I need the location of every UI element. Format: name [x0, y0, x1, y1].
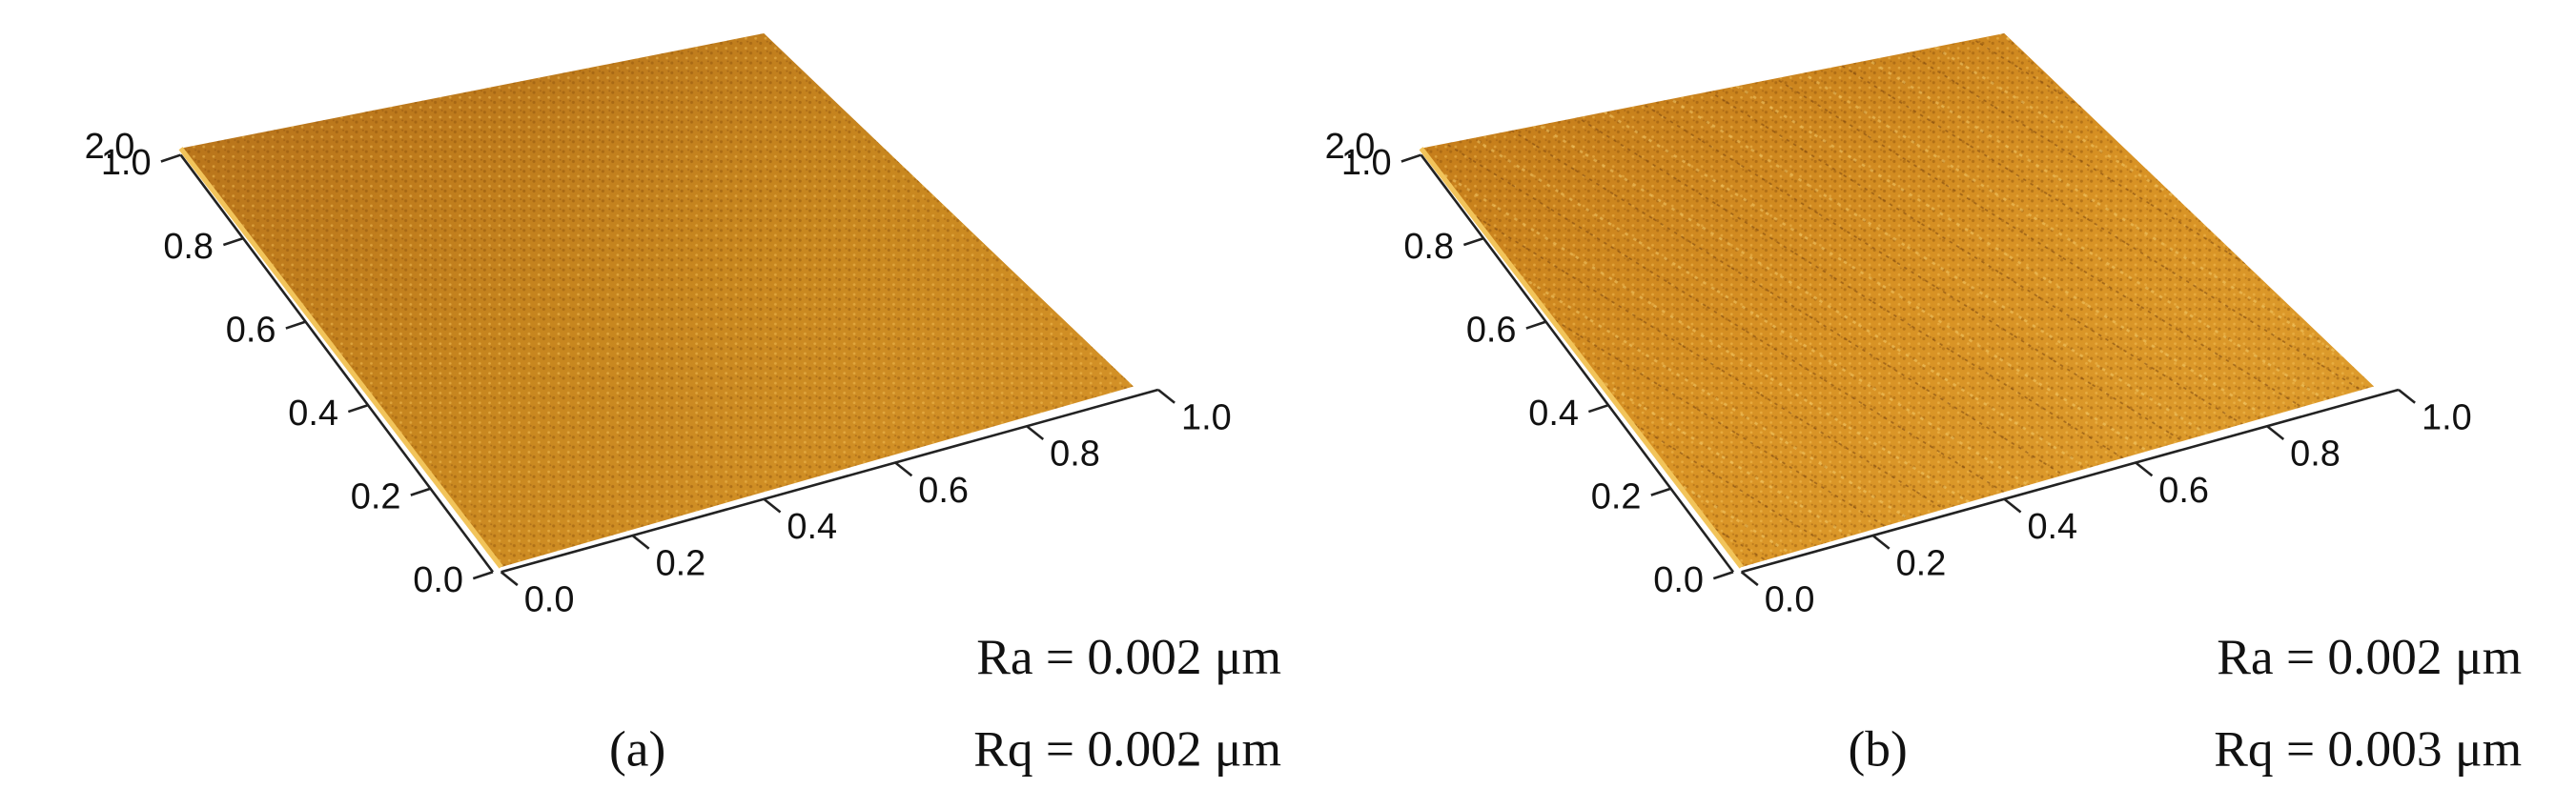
y-tick-label: 0.6	[1466, 310, 1517, 350]
x-tick-label: 1.0	[1181, 397, 1232, 437]
panel-label: (a)	[609, 720, 665, 778]
x-tick-label: 0.0	[1765, 580, 1815, 620]
surface-edge	[178, 147, 503, 569]
y-tick	[222, 236, 244, 247]
y-tick	[1587, 403, 1609, 414]
x-axis	[501, 388, 1159, 574]
x-tick-label: 0.4	[2027, 507, 2077, 547]
x-tick	[2135, 461, 2154, 477]
x-tick-label: 0.6	[2158, 471, 2209, 511]
x-tick	[631, 535, 650, 550]
surface-texture	[180, 33, 1135, 568]
y-tick-label: 1.0	[1341, 143, 1392, 183]
x-tick	[763, 497, 782, 514]
panel-label: (b)	[1848, 720, 1907, 778]
y-tick-label: 0.8	[1403, 227, 1454, 267]
x-tick	[1740, 571, 1759, 587]
x-tick	[894, 461, 913, 477]
x-tick	[1157, 388, 1176, 404]
x-axis	[1741, 388, 2400, 574]
y-tick	[1712, 571, 1734, 580]
x-tick	[2003, 497, 2022, 514]
x-tick-label: 0.2	[656, 543, 706, 583]
y-tick-label: 0.2	[1591, 476, 1642, 516]
z-tick-label: 2.0	[85, 127, 135, 167]
y-tick-label: 0.8	[163, 227, 214, 267]
x-tick-label: 0.2	[1896, 543, 1947, 583]
roughness-ra: Ra = 0.002 μm	[2217, 628, 2522, 685]
y-tick	[160, 153, 181, 163]
z-tick-label: 2.0	[1325, 127, 1376, 167]
x-tick-label: 1.0	[2422, 397, 2472, 437]
y-tick	[1650, 487, 1671, 496]
y-tick	[472, 571, 494, 580]
x-tick-label: 0.0	[524, 580, 575, 620]
roughness-rq: Rq = 0.002 μm	[973, 720, 1281, 778]
x-tick-label: 0.6	[918, 471, 969, 511]
y-tick-label: 0.4	[1528, 394, 1579, 434]
y-tick	[1525, 320, 1546, 330]
y-axis	[179, 153, 494, 574]
y-tick-label: 0.0	[1653, 560, 1704, 600]
y-tick-label: 0.6	[226, 310, 276, 350]
x-tick-label: 0.8	[1050, 435, 1100, 475]
roughness-ra: Ra = 0.002 μm	[976, 628, 1281, 685]
x-tick	[2398, 388, 2416, 404]
surface-stripes	[1421, 33, 2375, 568]
x-tick-label: 0.4	[787, 507, 837, 547]
x-tick	[1871, 535, 1891, 550]
surface-edge	[1419, 147, 1744, 569]
y-tick	[347, 403, 369, 414]
y-tick-label: 0.0	[413, 560, 463, 600]
x-tick-label: 0.8	[2290, 435, 2341, 475]
x-tick	[1026, 425, 1045, 441]
y-tick	[1462, 236, 1484, 247]
roughness-rq: Rq = 0.003 μm	[2214, 720, 2522, 778]
y-tick	[410, 487, 431, 496]
y-tick	[285, 320, 306, 330]
y-tick-label: 0.2	[351, 476, 401, 516]
y-axis	[1420, 153, 1735, 574]
x-tick	[500, 571, 519, 587]
y-tick-label: 0.4	[288, 394, 338, 434]
y-tick-label: 1.0	[101, 143, 152, 183]
x-tick	[2266, 425, 2285, 441]
y-tick	[1400, 153, 1421, 163]
